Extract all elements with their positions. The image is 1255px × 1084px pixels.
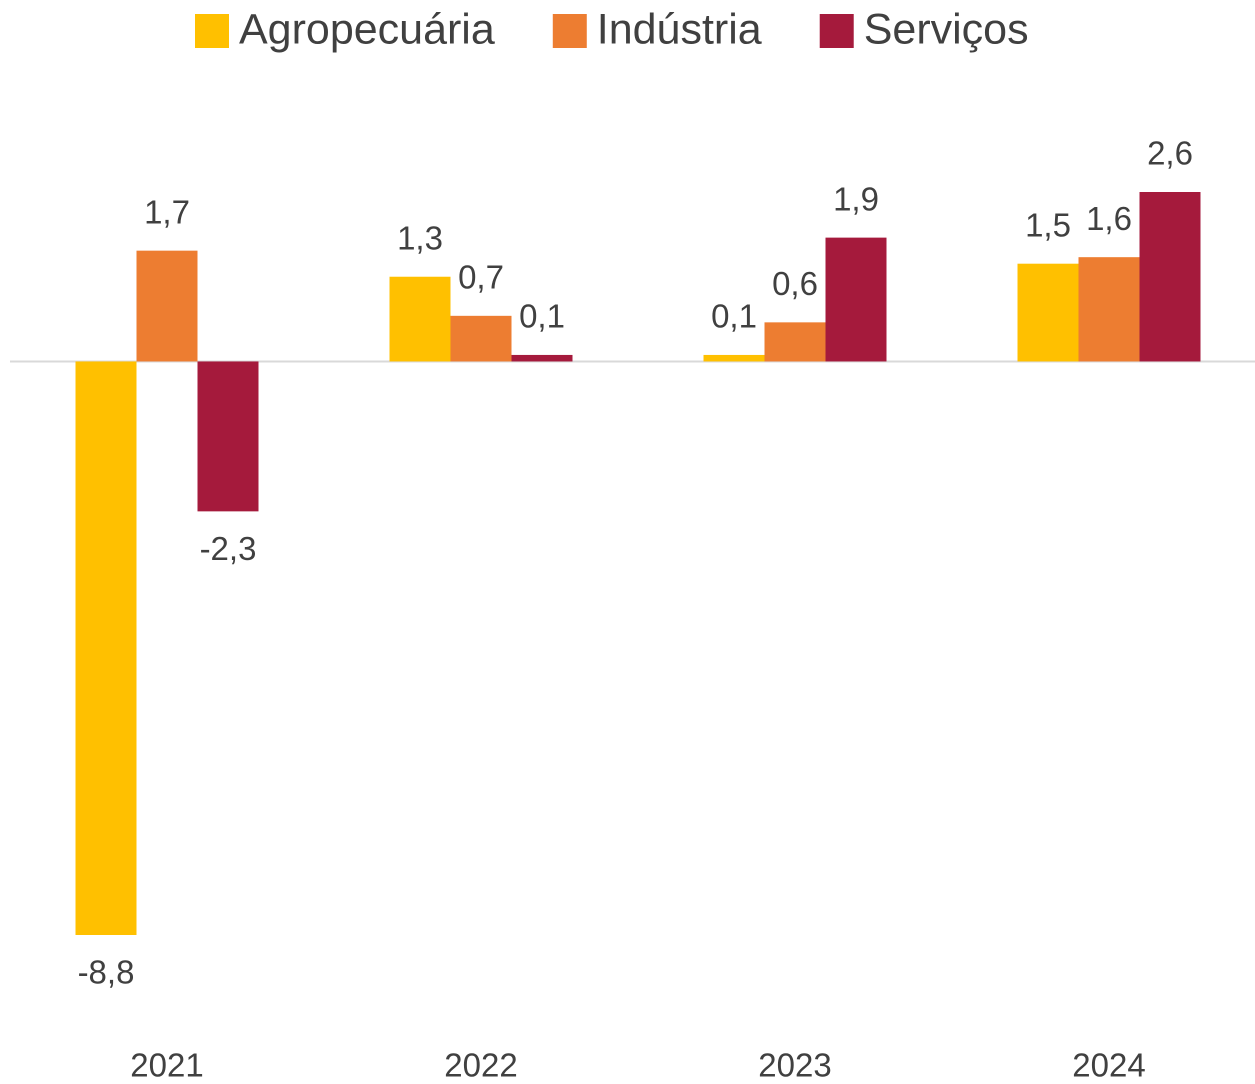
- bar: [511, 354, 573, 362]
- bar: [1139, 192, 1201, 362]
- data-label: 1,6: [1086, 200, 1132, 237]
- legend-label: Indústria: [597, 5, 762, 53]
- data-label: 1,5: [1025, 206, 1071, 243]
- legend-swatch: [195, 14, 229, 48]
- data-label: 2,6: [1147, 135, 1193, 172]
- bar: [389, 276, 451, 362]
- data-label: 0,1: [711, 298, 757, 335]
- legend-label: Serviços: [864, 5, 1029, 53]
- bar: [136, 250, 198, 362]
- legend-swatch: [552, 14, 587, 48]
- bar: [1017, 263, 1079, 362]
- bar: [764, 322, 826, 362]
- bar: [450, 315, 512, 362]
- bar: [825, 237, 887, 362]
- data-label: -8,8: [78, 954, 135, 991]
- x-tick-label: 2024: [1072, 1047, 1145, 1084]
- bar: [75, 361, 137, 935]
- data-label: 0,6: [772, 265, 818, 302]
- x-tick-label: 2021: [130, 1047, 203, 1084]
- data-label: 1,3: [397, 219, 443, 256]
- legend-swatch: [819, 14, 854, 48]
- bar: [1078, 257, 1140, 362]
- legend-label: Agropecuária: [239, 5, 495, 53]
- data-label: 0,1: [519, 298, 565, 335]
- bar: [703, 354, 765, 362]
- data-label: -2,3: [200, 530, 257, 567]
- data-label: 1,9: [833, 180, 879, 217]
- data-label: 0,7: [458, 259, 504, 296]
- x-tick-label: 2022: [444, 1047, 517, 1084]
- data-label: 1,7: [144, 193, 190, 230]
- x-tick-label: 2023: [758, 1047, 831, 1084]
- bar: [197, 361, 259, 512]
